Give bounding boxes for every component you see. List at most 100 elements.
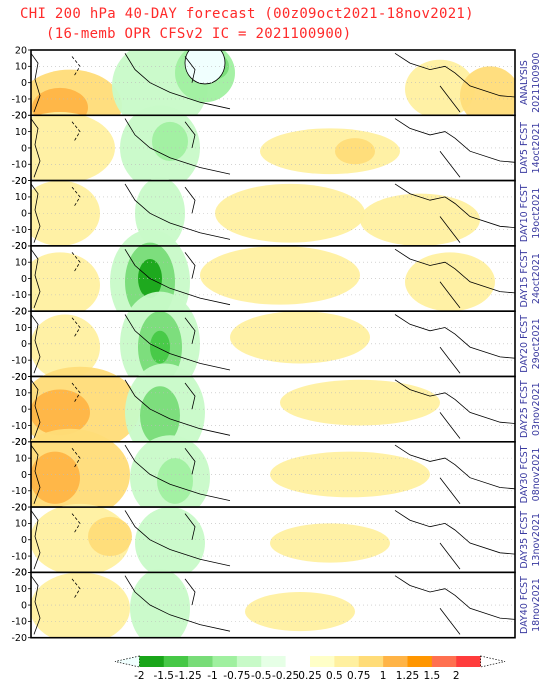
colorbar-tick-label: -0.75 <box>223 670 250 682</box>
coast-americas <box>394 118 516 163</box>
coast-philippines <box>184 121 196 148</box>
shading-blob <box>150 330 170 364</box>
ytick-label: -20 <box>11 568 27 579</box>
panel-date: 03nov2021 <box>531 382 542 436</box>
colorbar-tick-label: -0.5 <box>251 670 272 682</box>
shading-blob <box>460 66 515 126</box>
panel-date: 29oct2021 <box>531 318 542 369</box>
ytick-label: 20 <box>15 45 27 56</box>
coast-india <box>71 186 81 207</box>
coast-south-america <box>439 346 461 374</box>
panel-7: 20 10 0 -10 -20 DAY35 FCST 13nov2021 <box>11 502 542 579</box>
ytick-label: -20 <box>11 437 27 448</box>
shading-blob <box>31 389 90 436</box>
ytick-label: 20 <box>15 241 27 252</box>
coast-india <box>71 252 81 273</box>
colorbar-tick-label: 2 <box>453 670 460 682</box>
ytick-label: -10 <box>11 551 27 562</box>
ytick-label: 20 <box>15 372 27 383</box>
colorbar-swatch <box>383 656 408 667</box>
colorbar-swatch <box>456 656 481 667</box>
panel-date: 24oct2021 <box>531 253 542 304</box>
panel-label: DAY40 FCST <box>519 576 530 634</box>
coast-philippines <box>184 317 196 344</box>
panel-0: 20 10 0 -10 -20 ANALYSIS 2021100900 <box>11 45 542 142</box>
ytick-label: -20 <box>11 307 27 318</box>
panel-1: 20 10 0 -10 -20 DAY5 FCST 14oct2021 <box>11 105 542 191</box>
ytick-label: 20 <box>15 176 27 187</box>
coast-south-america <box>439 412 461 439</box>
coast-philippines <box>184 56 196 83</box>
coast-south-america <box>439 85 461 113</box>
colorbar-swatch <box>334 656 360 667</box>
ytick-label: 0 <box>21 600 27 611</box>
colorbar-swatch <box>261 656 286 667</box>
panel-6: 20 10 0 -10 -20 DAY30 FCST 08nov2021 <box>11 428 542 521</box>
ytick-label: 10 <box>15 323 27 334</box>
panel-date: 08nov2021 <box>531 448 542 502</box>
colorbar-swatch <box>358 656 384 667</box>
shading-blob <box>230 311 370 364</box>
coast-india <box>71 578 81 599</box>
panel-date: 13nov2021 <box>531 513 542 567</box>
colorbar-swatch <box>163 656 189 667</box>
ytick-label: -10 <box>11 290 27 301</box>
ytick-label: 10 <box>15 127 27 138</box>
colorbar-swatch <box>285 656 311 667</box>
colorbar-swatch <box>139 656 165 667</box>
colorbar-tick-label: 0.5 <box>326 670 343 682</box>
panel-label: DAY15 FCST <box>519 249 530 307</box>
coast-south-america <box>439 477 461 505</box>
coast-indonesia <box>124 53 231 110</box>
panel-label: DAY20 FCST <box>519 315 530 373</box>
colorbar-swatch <box>188 656 213 667</box>
ytick-label: 0 <box>21 339 27 350</box>
colorbar-end-low <box>114 655 140 668</box>
colorbar-tick-label: 0.25 <box>298 670 321 682</box>
coast-americas <box>394 510 516 555</box>
ytick-label: 0 <box>21 470 27 481</box>
anomaly-core <box>184 50 226 85</box>
coast-south-america <box>439 216 461 243</box>
panel-5: 20 10 0 -10 -20 DAY25 FCST 03nov2021 <box>11 363 542 462</box>
panel-8: 20 10 0 -10 -20 DAY40 FCST 18nov2021 <box>11 568 542 644</box>
ytick-label: 10 <box>15 388 27 399</box>
colorbar-tick-label: 1 <box>380 670 387 682</box>
coast-south-america <box>439 608 461 635</box>
shading-blob <box>135 507 205 579</box>
shading-blob <box>157 458 193 504</box>
panel-shading <box>31 503 390 579</box>
ytick-label: 0 <box>21 404 27 415</box>
coast-philippines <box>184 578 196 606</box>
coastlines <box>30 118 516 178</box>
coastlines <box>30 379 516 439</box>
colorbar-tick-label: 1.25 <box>396 670 419 682</box>
coast-india <box>71 382 81 403</box>
ytick-label: 10 <box>15 519 27 530</box>
coast-philippines <box>184 448 196 475</box>
shading-blob <box>215 183 365 243</box>
colorbar-tick-label: 1.5 <box>424 670 441 682</box>
ytick-label: 0 <box>21 274 27 285</box>
shading-blob <box>405 252 495 312</box>
ytick-label: -10 <box>11 94 27 105</box>
ytick-label: 20 <box>15 568 27 579</box>
coast-africa <box>30 118 41 178</box>
ytick-label: -10 <box>11 617 27 628</box>
forecast-panels: 20 10 0 -10 -20 ANALYSIS 2021100900 20 10 0 -10 -20… <box>11 45 542 644</box>
panel-date: 14oct2021 <box>531 122 542 173</box>
coast-indonesia <box>124 314 231 371</box>
chart-title-line2: (16-memb OPR CFSv2 IC = 2021100900) <box>46 26 352 42</box>
ytick-label: 20 <box>15 437 27 448</box>
shading-blob <box>31 112 115 184</box>
coastlines <box>30 183 516 243</box>
coastlines <box>30 314 516 374</box>
panel-shading <box>31 291 370 397</box>
coast-philippines <box>184 513 196 540</box>
coast-india <box>71 513 81 534</box>
ytick-label: -20 <box>11 111 27 122</box>
shading-blob <box>335 138 375 165</box>
ytick-label: -20 <box>11 176 27 187</box>
coast-americas <box>394 575 516 620</box>
shading-blob <box>130 569 190 638</box>
